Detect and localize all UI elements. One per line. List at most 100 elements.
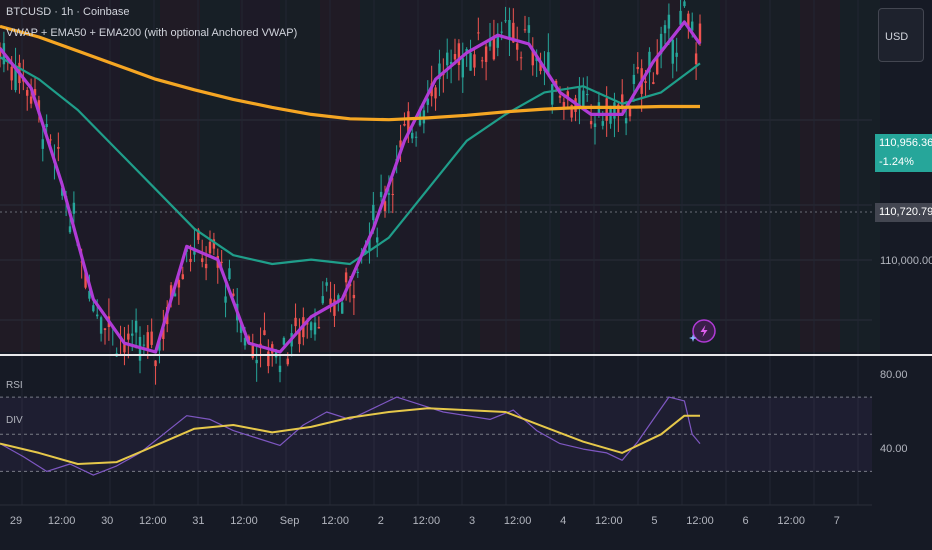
- candle-body: [263, 330, 266, 336]
- candle-body: [92, 305, 95, 312]
- time-tick-label: 12:00: [777, 515, 805, 527]
- candle-body: [154, 360, 157, 367]
- indicator-legend[interactable]: VWAP + EMA50 + EMA200 (with optional Anc…: [6, 27, 298, 39]
- candle-body: [325, 282, 328, 286]
- candle-body: [636, 66, 639, 70]
- candle-body: [519, 57, 523, 59]
- candle-body: [492, 35, 496, 60]
- candle-body: [123, 344, 126, 353]
- session-background: [0, 0, 880, 352]
- candle-body: [162, 327, 165, 339]
- price-axis[interactable]: 110,000.00: [880, 255, 932, 267]
- time-tick-label: 12:00: [48, 515, 76, 527]
- candle-body: [426, 98, 429, 105]
- candle-body: [446, 52, 449, 66]
- candle-body: [96, 314, 99, 317]
- candle-body: [453, 54, 457, 60]
- ema200-line: [0, 24, 700, 122]
- candle-body: [687, 13, 690, 28]
- candle-body: [309, 322, 313, 331]
- candle-body: [72, 202, 76, 214]
- rsi-ma-line: [0, 407, 700, 465]
- session-band: [400, 0, 440, 352]
- candle-body: [512, 22, 515, 43]
- candle-body: [414, 136, 418, 138]
- candle-body: [601, 121, 604, 126]
- candle-body: [224, 296, 227, 303]
- candle-body: [535, 57, 538, 62]
- candle-body: [694, 53, 698, 65]
- candle-body: [57, 147, 60, 149]
- candle-body: [547, 52, 550, 74]
- candle-body: [484, 46, 488, 62]
- candle-body: [481, 60, 484, 62]
- candle-body: [344, 272, 348, 283]
- div-label[interactable]: DIV: [6, 415, 23, 426]
- candle-body: [26, 90, 29, 96]
- time-tick-label: 6: [743, 515, 749, 527]
- candle-body: [586, 93, 589, 96]
- time-tick-label: 2: [378, 515, 384, 527]
- candle-body: [582, 90, 585, 107]
- session-band: [320, 0, 360, 352]
- candle-body: [45, 124, 48, 128]
- candle-body: [539, 61, 542, 72]
- candle-body: [659, 33, 663, 55]
- session-band: [600, 0, 640, 352]
- candle-body: [391, 194, 394, 196]
- candle-body: [605, 98, 608, 121]
- candle-body: [562, 102, 566, 110]
- candle-body: [589, 121, 593, 125]
- currency-button[interactable]: USD: [878, 8, 924, 62]
- time-tick-label: 7: [834, 515, 840, 527]
- gridlines: [0, 0, 872, 505]
- session-band: [840, 0, 880, 352]
- candle-body: [282, 337, 286, 345]
- time-tick-label: 4: [560, 515, 566, 527]
- candle-body: [675, 52, 678, 57]
- candle-body: [333, 299, 336, 316]
- candle-body: [352, 294, 356, 299]
- candle-body: [473, 54, 476, 68]
- candle-body: [648, 51, 651, 73]
- candle-body: [477, 32, 480, 34]
- candle-body: [232, 293, 235, 297]
- candle-body: [698, 23, 702, 43]
- candle-body: [632, 74, 636, 84]
- candle-body: [593, 123, 597, 128]
- candle-body: [379, 191, 383, 198]
- session-band: [280, 0, 320, 352]
- candle-body: [570, 104, 573, 118]
- candle-body: [621, 94, 624, 107]
- candle-body: [177, 279, 181, 288]
- candle-body: [294, 317, 297, 327]
- candle-body: [500, 31, 503, 33]
- session-band: [800, 0, 840, 352]
- candle-body: [169, 285, 173, 299]
- change-percent-tag: -1.24%: [875, 153, 932, 172]
- candle-body: [399, 140, 402, 148]
- candle-body: [411, 132, 414, 139]
- crosshair-price-tag: 110,720.79: [875, 203, 932, 222]
- time-tick-label: 12:00: [504, 515, 532, 527]
- candle-body: [201, 258, 204, 262]
- candle-body: [84, 270, 87, 288]
- candle-body: [134, 320, 138, 333]
- candle-body: [551, 84, 554, 105]
- lightning-icon[interactable]: [692, 319, 716, 343]
- time-axis[interactable]: 29 12:00 30 12:00 31 12:00 Sep 12:00 2 12:00 3 12:0…: [0, 504, 872, 527]
- candle-body: [656, 56, 659, 75]
- candle-body: [298, 330, 301, 345]
- candle-body: [364, 249, 367, 254]
- time-tick-label: 3: [469, 515, 475, 527]
- candle-body: [683, 1, 686, 7]
- symbol-title[interactable]: BTCUSD · 1h · Coinbase: [6, 6, 130, 18]
- rsi-line: [0, 396, 701, 476]
- candle-body: [558, 95, 562, 98]
- candle-body: [228, 268, 231, 280]
- candle-body: [368, 236, 371, 251]
- candle-body: [403, 123, 406, 126]
- rsi-label[interactable]: RSI: [6, 380, 23, 391]
- session-band: [520, 0, 560, 352]
